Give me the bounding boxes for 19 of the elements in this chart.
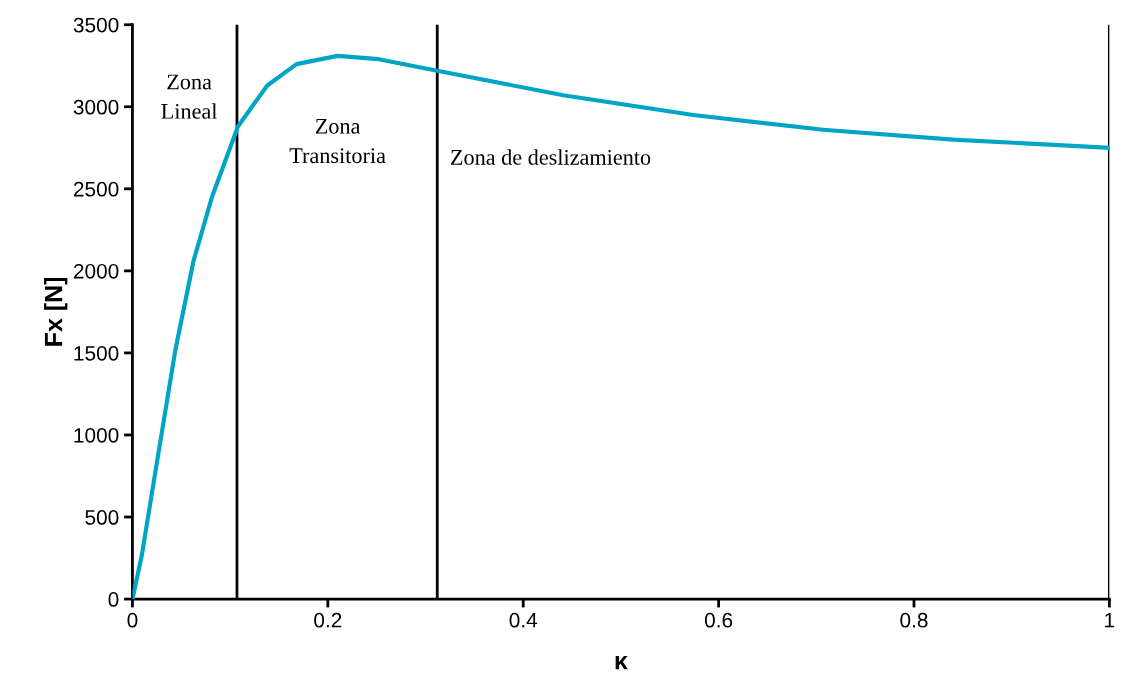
annotation: Zona Lineal: [161, 74, 218, 119]
x-tick-label: 0.6: [704, 612, 733, 628]
y-tick-label: 1000: [74, 427, 119, 443]
x-tick-label: 0: [127, 612, 138, 628]
x-tick-label: 1: [1105, 613, 1115, 628]
y-tick-label: 2000: [73, 263, 119, 279]
y-tick-label: 500: [85, 510, 119, 525]
y-tick-label: 2500: [73, 181, 119, 197]
x-tick-label: 0.2: [314, 612, 342, 628]
x-axis-title: κ: [615, 656, 628, 670]
x-tick-label: 0.8: [900, 612, 928, 628]
y-tick-label: 1500: [74, 345, 119, 361]
annotation: Zona Transitoria: [289, 118, 386, 164]
annotation: Zona de deslizamiento: [451, 149, 651, 165]
y-tick-label: 3000: [73, 99, 119, 115]
y-tick-label: 0: [108, 592, 119, 607]
x-tick-label: 0.4: [509, 612, 538, 628]
y-tick-label: 3500: [73, 17, 119, 33]
y-axis-title: Fx [N]: [44, 277, 68, 346]
